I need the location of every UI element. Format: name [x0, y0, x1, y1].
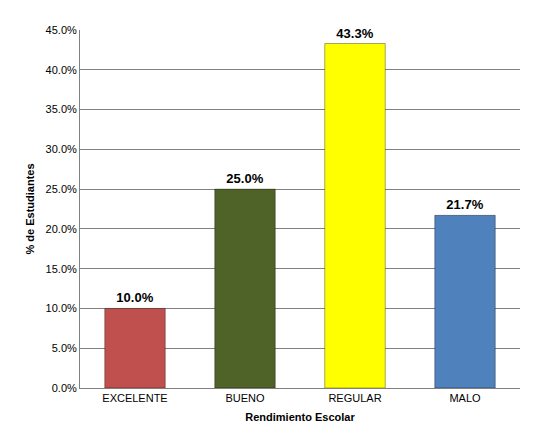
svg-text:10.0%: 10.0%	[116, 290, 153, 305]
svg-text:20.0%: 20.0%	[46, 223, 77, 235]
svg-text:MALO: MALO	[449, 392, 481, 404]
svg-text:5.0%: 5.0%	[52, 342, 77, 354]
svg-text:25.0%: 25.0%	[226, 171, 263, 186]
svg-text:BUENO: BUENO	[225, 392, 265, 404]
svg-text:45.0%: 45.0%	[46, 24, 77, 36]
svg-text:Rendimiento Escolar: Rendimiento Escolar	[245, 411, 355, 423]
svg-text:30.0%: 30.0%	[46, 143, 77, 155]
svg-text:EXCELENTE: EXCELENTE	[102, 392, 167, 404]
svg-text:21.7%: 21.7%	[446, 197, 483, 212]
svg-text:35.0%: 35.0%	[46, 103, 77, 115]
svg-text:REGULAR: REGULAR	[328, 392, 381, 404]
svg-text:15.0%: 15.0%	[46, 263, 77, 275]
svg-text:% de Estudiantes: % de Estudiantes	[24, 163, 36, 254]
svg-text:25.0%: 25.0%	[46, 183, 77, 195]
svg-text:43.3%: 43.3%	[336, 26, 373, 41]
svg-text:40.0%: 40.0%	[46, 64, 77, 76]
svg-text:0.0%: 0.0%	[52, 382, 77, 394]
svg-text:10.0%: 10.0%	[46, 302, 77, 314]
